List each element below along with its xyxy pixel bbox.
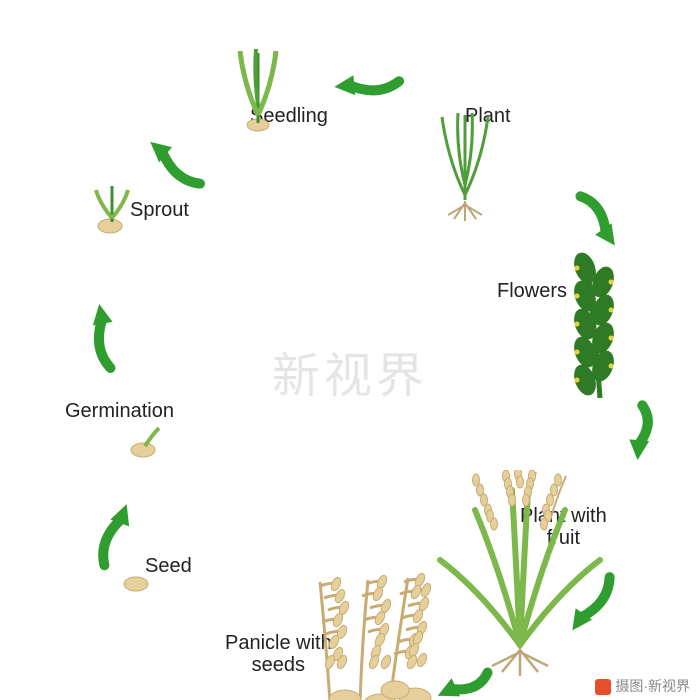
stage-illus-plant	[430, 105, 500, 230]
stage-label-seed: Seed	[145, 555, 192, 577]
stage-label-flowers: Flowers	[497, 280, 567, 302]
stage-label-sprout: Sprout	[130, 199, 189, 221]
cycle-arrow-5	[608, 397, 666, 466]
stage-illus-germination	[125, 420, 165, 465]
footer-text: 摄图·新视界	[615, 678, 690, 694]
stage-illus-seedling	[230, 45, 286, 140]
cycle-arrow-2	[132, 117, 224, 206]
stage-illus-seed	[122, 575, 150, 598]
stage-label-germination: Germination	[65, 400, 174, 422]
stage-illus-flowers	[565, 250, 635, 405]
cycle-arrow-0	[80, 492, 155, 581]
stage-illus-panicle	[290, 562, 460, 700]
cycle-arrow-3	[328, 52, 407, 111]
stage-illus-sprout	[90, 180, 136, 241]
rice-life-cycle-diagram: { "diagram":{ "type":"cycle", "backgroun…	[0, 0, 700, 700]
